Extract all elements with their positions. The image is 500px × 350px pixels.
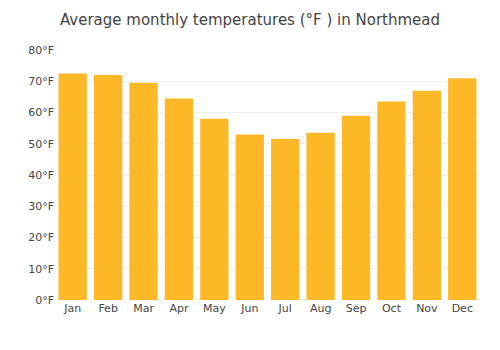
svg-text:Mar: Mar: [133, 302, 154, 315]
svg-text:May: May: [203, 302, 226, 315]
svg-text:40°F: 40°F: [28, 169, 54, 182]
svg-text:20°F: 20°F: [28, 231, 54, 244]
svg-text:30°F: 30°F: [28, 200, 54, 213]
svg-text:Apr: Apr: [169, 302, 189, 315]
svg-text:Jun: Jun: [240, 302, 258, 315]
svg-text:Jul: Jul: [278, 302, 292, 315]
svg-text:Average monthly temperatures (: Average monthly temperatures (°F ) in No…: [60, 11, 440, 29]
svg-text:70°F: 70°F: [28, 75, 54, 88]
svg-text:Sep: Sep: [346, 302, 367, 315]
svg-text:60°F: 60°F: [28, 106, 54, 119]
svg-text:Dec: Dec: [452, 302, 473, 315]
svg-text:50°F: 50°F: [28, 138, 54, 151]
svg-text:Aug: Aug: [310, 302, 331, 315]
svg-text:0°F: 0°F: [35, 294, 54, 307]
svg-text:Nov: Nov: [416, 302, 438, 315]
svg-text:Oct: Oct: [382, 302, 402, 315]
svg-text:10°F: 10°F: [28, 263, 54, 276]
svg-text:80°F: 80°F: [28, 44, 54, 57]
svg-text:Feb: Feb: [98, 302, 117, 315]
svg-text:Jan: Jan: [63, 302, 81, 315]
